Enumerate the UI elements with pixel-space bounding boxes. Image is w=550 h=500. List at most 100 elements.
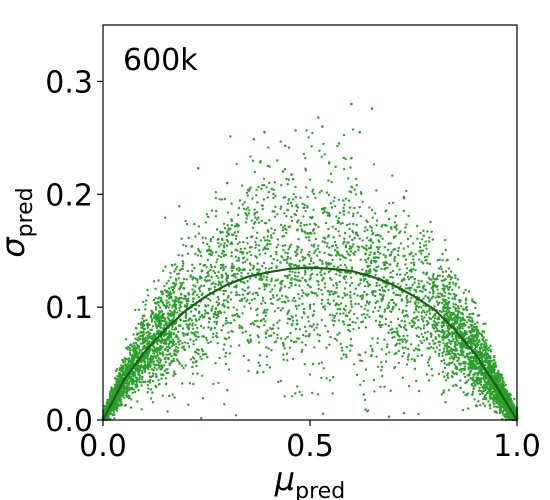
scatter-point bbox=[363, 230, 366, 233]
scatter-point bbox=[247, 359, 250, 362]
scatter-point bbox=[379, 325, 382, 329]
scatter-point bbox=[324, 221, 328, 225]
scatter-point bbox=[245, 236, 249, 240]
scatter-point bbox=[380, 315, 384, 318]
scatter-point bbox=[329, 172, 333, 175]
scatter-point bbox=[422, 339, 426, 342]
scatter-point bbox=[467, 363, 471, 366]
scatter-point bbox=[402, 334, 405, 338]
scatter-point bbox=[317, 244, 320, 247]
scatter-point bbox=[485, 342, 488, 345]
scatter-point bbox=[193, 290, 197, 293]
scatter-point bbox=[147, 367, 150, 371]
scatter-point bbox=[241, 312, 244, 315]
scatter-point bbox=[279, 223, 283, 227]
scatter-point bbox=[441, 252, 444, 256]
scatter-point bbox=[443, 306, 446, 309]
scatter-point bbox=[317, 280, 320, 283]
scatter-point bbox=[352, 312, 356, 316]
scatter-point bbox=[137, 352, 141, 355]
scatter-point bbox=[366, 313, 369, 316]
scatter-point bbox=[313, 222, 316, 225]
scatter-point bbox=[391, 174, 394, 177]
scatter-point bbox=[364, 285, 367, 288]
scatter-point bbox=[373, 390, 376, 393]
scatter-point bbox=[390, 331, 393, 335]
scatter-point bbox=[359, 383, 362, 386]
scatter-point bbox=[235, 291, 238, 294]
scatter-point bbox=[331, 225, 334, 228]
scatter-point bbox=[347, 211, 350, 214]
scatter-point bbox=[380, 267, 383, 271]
scatter-point bbox=[303, 312, 306, 315]
scatter-point bbox=[157, 329, 160, 332]
scatter-point bbox=[489, 363, 492, 366]
scatter-point bbox=[323, 210, 326, 214]
scatter-point bbox=[364, 316, 367, 319]
scatter-point bbox=[345, 250, 349, 253]
scatter-point bbox=[154, 308, 158, 311]
scatter-point bbox=[145, 299, 148, 302]
scatter-point bbox=[313, 328, 316, 331]
scatter-point bbox=[391, 287, 394, 290]
scatter-point bbox=[397, 246, 400, 250]
scatter-point bbox=[294, 340, 298, 343]
scatter-point bbox=[363, 307, 366, 310]
scatter-point bbox=[249, 253, 253, 257]
scatter-point bbox=[461, 312, 464, 315]
scatter-point bbox=[263, 239, 267, 242]
scatter-point bbox=[462, 372, 466, 376]
scatter-point bbox=[124, 338, 128, 341]
scatter-point bbox=[344, 304, 347, 308]
scatter-point bbox=[317, 340, 321, 343]
scatter-point bbox=[351, 128, 355, 131]
scatter-point bbox=[140, 321, 143, 324]
scatter-point bbox=[263, 288, 266, 291]
scatter-point bbox=[448, 332, 452, 335]
scatter-point bbox=[464, 297, 468, 300]
scatter-point bbox=[438, 352, 441, 356]
scatter-point bbox=[482, 383, 486, 387]
scatter-point bbox=[338, 211, 342, 214]
scatter-point bbox=[440, 393, 444, 396]
scatter-point bbox=[221, 280, 224, 283]
scatter-point bbox=[404, 341, 408, 344]
scatter-point bbox=[261, 296, 265, 300]
scatter-point bbox=[331, 375, 335, 379]
scatter-point bbox=[245, 252, 249, 255]
scatter-point bbox=[412, 263, 416, 267]
scatter-point bbox=[138, 369, 141, 372]
scatter-point bbox=[374, 294, 377, 298]
scatter-point bbox=[335, 339, 338, 342]
scatter-point bbox=[431, 315, 435, 319]
scatter-point bbox=[310, 325, 314, 328]
scatter-point bbox=[391, 308, 394, 311]
scatter-point bbox=[135, 376, 138, 379]
scatter-point bbox=[335, 312, 338, 315]
scatter-point bbox=[179, 293, 183, 296]
scatter-point bbox=[178, 343, 181, 346]
scatter-point bbox=[417, 335, 420, 339]
scatter-point bbox=[276, 294, 279, 297]
scatter-point bbox=[155, 346, 159, 350]
scatter-point bbox=[186, 342, 189, 345]
scatter-point bbox=[166, 350, 169, 353]
scatter-point bbox=[422, 309, 425, 312]
scatter-point bbox=[182, 277, 186, 281]
scatter-point bbox=[375, 224, 378, 227]
scatter-point bbox=[134, 367, 137, 370]
scatter-point bbox=[369, 344, 372, 348]
scatter-point bbox=[495, 405, 498, 408]
scatter-point bbox=[436, 317, 439, 321]
scatter-point bbox=[254, 246, 257, 249]
scatter-point bbox=[197, 348, 200, 352]
scatter-point bbox=[152, 298, 156, 302]
scatter-point bbox=[473, 343, 476, 346]
scatter-point bbox=[460, 349, 463, 353]
scatter-point bbox=[348, 318, 352, 321]
scatter-point bbox=[172, 357, 175, 361]
scatter-point bbox=[151, 372, 155, 375]
scatter-point bbox=[477, 376, 480, 380]
scatter-point bbox=[457, 286, 460, 289]
scatter-point bbox=[291, 319, 295, 322]
